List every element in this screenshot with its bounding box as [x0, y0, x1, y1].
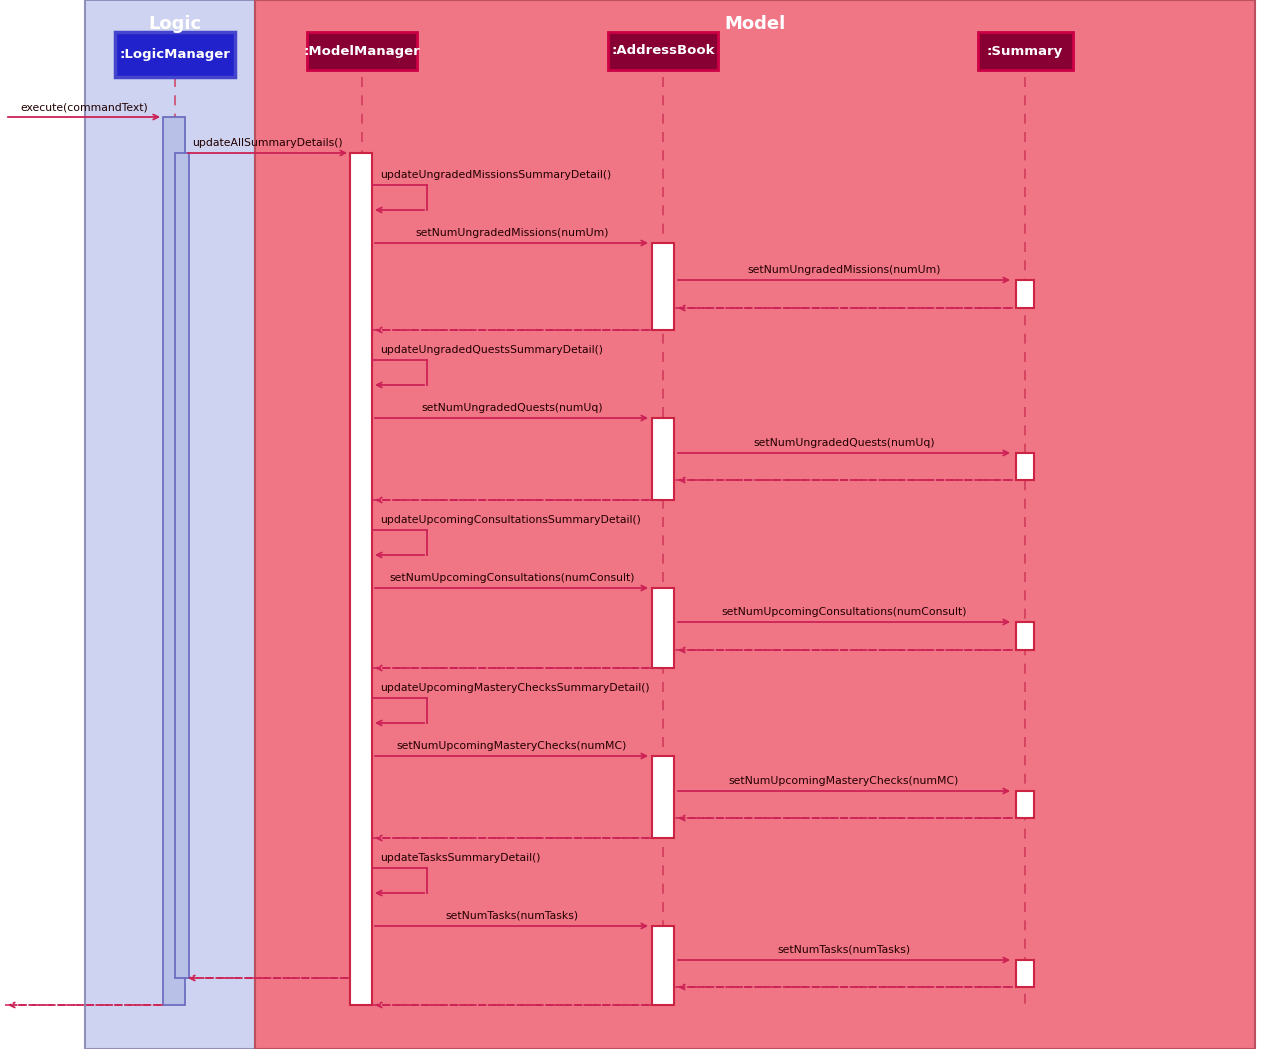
Bar — [1016, 791, 1034, 818]
Bar — [255, 0, 1255, 1049]
Text: updateUngradedMissionsSummaryDetail(): updateUngradedMissionsSummaryDetail() — [380, 170, 612, 180]
Text: setNumUpcomingConsultations(numConsult): setNumUpcomingConsultations(numConsult) — [390, 573, 634, 583]
Text: :ModelManager: :ModelManager — [304, 44, 420, 58]
Text: :Summary: :Summary — [987, 44, 1063, 58]
Text: :AddressBook: :AddressBook — [612, 44, 715, 58]
Text: setNumUngradedQuests(numUq): setNumUngradedQuests(numUq) — [753, 438, 934, 448]
Bar — [977, 33, 1073, 70]
Text: updateAllSummaryDetails(): updateAllSummaryDetails() — [192, 138, 342, 148]
Text: setNumUngradedQuests(numUq): setNumUngradedQuests(numUq) — [421, 403, 603, 413]
Text: updateTasksSummaryDetail(): updateTasksSummaryDetail() — [380, 853, 541, 863]
Bar — [652, 756, 673, 838]
Bar — [652, 243, 673, 330]
Bar — [1016, 622, 1034, 650]
Text: Logic: Logic — [149, 15, 202, 33]
Bar — [84, 0, 255, 1049]
Text: :LogicManager: :LogicManager — [120, 48, 231, 61]
Text: setNumUpcomingMasteryChecks(numMC): setNumUpcomingMasteryChecks(numMC) — [729, 776, 960, 786]
Text: execute(commandText): execute(commandText) — [20, 102, 148, 112]
Bar — [652, 418, 673, 500]
Bar — [351, 153, 372, 1005]
Bar — [306, 33, 417, 70]
Text: setNumTasks(numTasks): setNumTasks(numTasks) — [778, 945, 910, 955]
Bar — [115, 33, 235, 77]
Bar — [163, 117, 185, 1005]
Text: Model: Model — [724, 15, 786, 33]
Bar — [608, 33, 718, 70]
Text: setNumUpcomingMasteryChecks(numMC): setNumUpcomingMasteryChecks(numMC) — [397, 741, 627, 751]
Bar — [1016, 453, 1034, 480]
Text: setNumUngradedMissions(numUm): setNumUngradedMissions(numUm) — [415, 228, 609, 238]
Text: updateUpcomingMasteryChecksSummaryDetail(): updateUpcomingMasteryChecksSummaryDetail… — [380, 683, 649, 693]
Bar — [1016, 280, 1034, 308]
Bar — [652, 926, 673, 1005]
Bar — [1016, 960, 1034, 987]
Text: setNumTasks(numTasks): setNumTasks(numTasks) — [445, 911, 579, 921]
Text: setNumUpcomingConsultations(numConsult): setNumUpcomingConsultations(numConsult) — [721, 607, 967, 617]
Bar — [652, 588, 673, 668]
Bar — [175, 153, 189, 978]
Text: setNumUngradedMissions(numUm): setNumUngradedMissions(numUm) — [748, 265, 941, 275]
Text: updateUpcomingConsultationsSummaryDetail(): updateUpcomingConsultationsSummaryDetail… — [380, 515, 641, 524]
Text: updateUngradedQuestsSummaryDetail(): updateUngradedQuestsSummaryDetail() — [380, 345, 603, 355]
